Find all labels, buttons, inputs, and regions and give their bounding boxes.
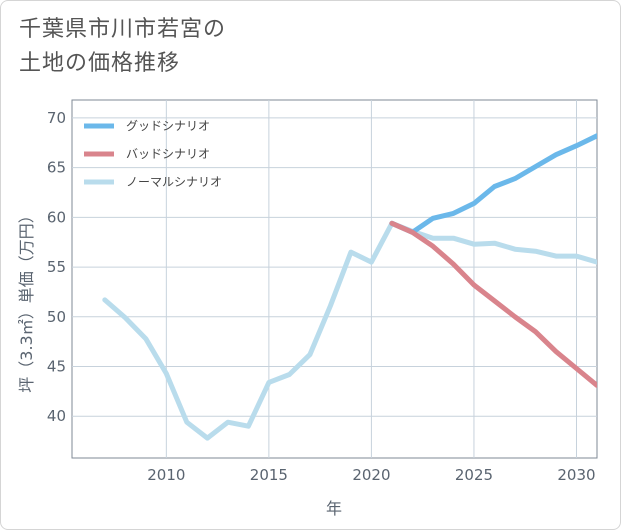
- title-line-2: 土地の価格推移: [19, 51, 181, 76]
- y-axis-label: 坪（3.3㎡）単価（万円）: [17, 207, 36, 392]
- series-line: [389, 220, 597, 388]
- x-tick-label: 2010: [147, 466, 185, 484]
- legend-label: バッドシナリオ: [126, 147, 210, 161]
- y-axis-ticks: 40 45 50 55 60 65 70: [47, 109, 66, 425]
- y-tick-label: 60: [47, 208, 66, 226]
- chart-title: 千葉県市川市若宮の 土地の価格推移: [19, 13, 439, 81]
- y-tick-label: 55: [47, 258, 66, 276]
- title-line-1: 千葉県市川市若宮の: [19, 17, 227, 42]
- plot-area: [71, 99, 598, 459]
- y-tick-label: 70: [47, 109, 66, 127]
- x-tick-label: 2030: [557, 466, 595, 484]
- legend-label: グッドシナリオ: [126, 119, 210, 133]
- y-tick-label: 65: [47, 159, 66, 177]
- series-lines: [102, 133, 597, 441]
- grid-lines: [72, 100, 597, 458]
- y-tick-label: 50: [47, 308, 66, 326]
- x-tick-label: 2025: [455, 466, 493, 484]
- x-tick-label: 2020: [352, 466, 390, 484]
- y-tick-label: 45: [47, 358, 66, 376]
- series-line: [389, 133, 597, 235]
- y-tick-label: 40: [47, 407, 66, 425]
- x-tick-label: 2015: [250, 466, 288, 484]
- x-axis-label: 年: [326, 499, 342, 518]
- legend-label: ノーマルシナリオ: [126, 175, 222, 189]
- series-line: [102, 220, 597, 441]
- x-axis-ticks: 2010 2015 2020 2025 2030: [147, 466, 595, 484]
